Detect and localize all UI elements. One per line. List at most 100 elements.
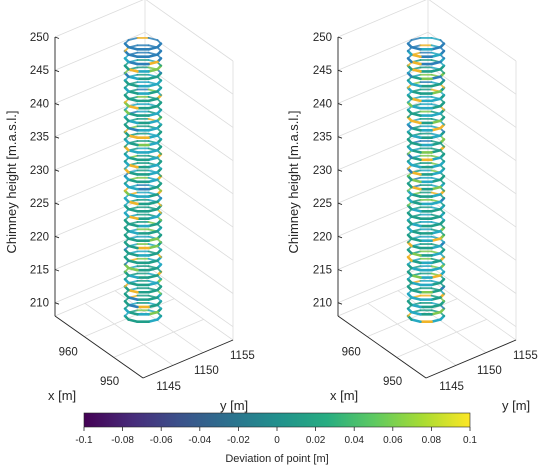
helix-segment	[430, 112, 442, 117]
helix-segment	[127, 281, 139, 287]
helix-segment	[147, 126, 159, 132]
helix-segment	[430, 60, 442, 66]
helix-segment	[127, 237, 139, 243]
z-tick-mark	[54, 36, 60, 39]
helix-segment	[430, 259, 442, 265]
z-tick-mark	[54, 235, 60, 239]
helix-segment	[127, 200, 139, 206]
helix-segment	[430, 141, 442, 147]
helix-segment	[430, 207, 442, 213]
helix-segment	[410, 237, 422, 243]
helix-segment	[147, 310, 159, 316]
z-tick-mark	[54, 69, 60, 73]
helix-segment	[430, 222, 442, 228]
helix-segment	[410, 185, 422, 191]
helix-segment	[147, 303, 159, 309]
z-tick-label: 215	[30, 265, 49, 277]
helix-segment	[410, 266, 422, 272]
helix-segment	[147, 37, 159, 42]
z-tick-label: 250	[30, 32, 49, 44]
helix-segment	[147, 288, 159, 294]
colorbar-tick-label: 0.1	[463, 435, 477, 446]
helix-segment	[410, 45, 422, 51]
helix-segment	[430, 281, 442, 287]
helix-segment	[147, 185, 159, 191]
z-tick-mark	[54, 202, 60, 205]
helix-segment	[430, 296, 442, 301]
helix-segment	[410, 259, 422, 265]
helix-segment	[410, 37, 422, 42]
helix-segment	[410, 303, 422, 309]
helix-segment	[127, 318, 139, 324]
right-helix	[406, 37, 446, 324]
helix-segment	[430, 67, 442, 73]
x-tick-label: 960	[59, 347, 78, 359]
helix-segment	[430, 53, 442, 59]
helix-segment	[147, 67, 159, 73]
helix-segment	[127, 163, 139, 169]
helix-segment	[430, 97, 442, 103]
y-tick-label: 1150	[477, 365, 502, 377]
y-tick-label: 1145	[439, 381, 464, 393]
helix-segment	[430, 75, 442, 81]
z-tick-label: 240	[30, 98, 49, 110]
helix-segment	[430, 318, 442, 324]
helix-segment	[147, 141, 159, 147]
helix-segment	[147, 104, 159, 110]
helix-segment	[430, 244, 442, 250]
helix-segment	[410, 156, 422, 162]
z-tick-mark	[337, 69, 343, 73]
right-x-ticks: 960 950	[342, 347, 403, 388]
z-tick-label: 225	[30, 198, 49, 210]
colorbar-tick-label: 0.02	[306, 435, 326, 446]
helix-segment	[430, 237, 442, 243]
z-tick-mark	[337, 136, 343, 139]
helix-segment	[410, 288, 422, 294]
z-tick-label: 210	[313, 298, 332, 310]
helix-segment	[147, 119, 159, 125]
helix-segment	[430, 178, 442, 184]
right-z-axis-label: Chimney height [m.a.s.l.]	[286, 110, 301, 253]
helix-segment	[410, 251, 422, 257]
helix-segment	[410, 281, 422, 287]
colorbar-tick-label: -0.08	[111, 435, 134, 446]
helix-segment	[410, 171, 422, 176]
helix-segment	[147, 171, 159, 176]
helix-segment	[147, 318, 159, 324]
helix-segment	[147, 97, 159, 103]
x-tick-label: 950	[100, 376, 119, 388]
helix-segment	[430, 148, 442, 154]
right-y-ticks: 1145 1150 1155	[439, 350, 538, 393]
helix-segment	[147, 193, 159, 198]
helix-segment	[410, 119, 422, 125]
colorbar-tick-label: -0.1	[75, 435, 93, 446]
helix-segment	[410, 126, 422, 132]
helix-segment	[147, 244, 159, 250]
z-tick-mark	[54, 136, 60, 139]
z-tick-mark	[54, 169, 60, 172]
helix-segment	[127, 193, 139, 198]
helix-segment	[147, 60, 159, 66]
helix-segment	[147, 163, 159, 169]
helix-segment	[127, 104, 139, 110]
z-tick-label: 235	[313, 132, 332, 144]
colorbar-tick-label: -0.06	[150, 435, 173, 446]
helix-segment	[410, 53, 422, 59]
helix-segment	[127, 229, 139, 235]
colorbar: -0.1 -0.08 -0.06 -0.04 -0.02 0 0.02 0.04 0.06 0.0…	[75, 412, 477, 465]
colorbar-gradient	[83, 412, 471, 428]
helix-segment	[147, 274, 159, 279]
helix-segment	[127, 82, 139, 88]
helix-segment	[127, 259, 139, 265]
z-tick-mark	[337, 103, 343, 106]
z-tick-label: 220	[30, 231, 49, 243]
helix-segment	[127, 37, 139, 42]
colorbar-tick-label: 0.04	[344, 435, 364, 446]
helix-segment	[430, 163, 442, 169]
helix-segment	[430, 134, 442, 139]
colorbar-tick-label: 0	[274, 435, 280, 446]
helix-segment	[430, 171, 442, 176]
helix-segment	[430, 82, 442, 88]
helix-segment	[127, 310, 139, 316]
